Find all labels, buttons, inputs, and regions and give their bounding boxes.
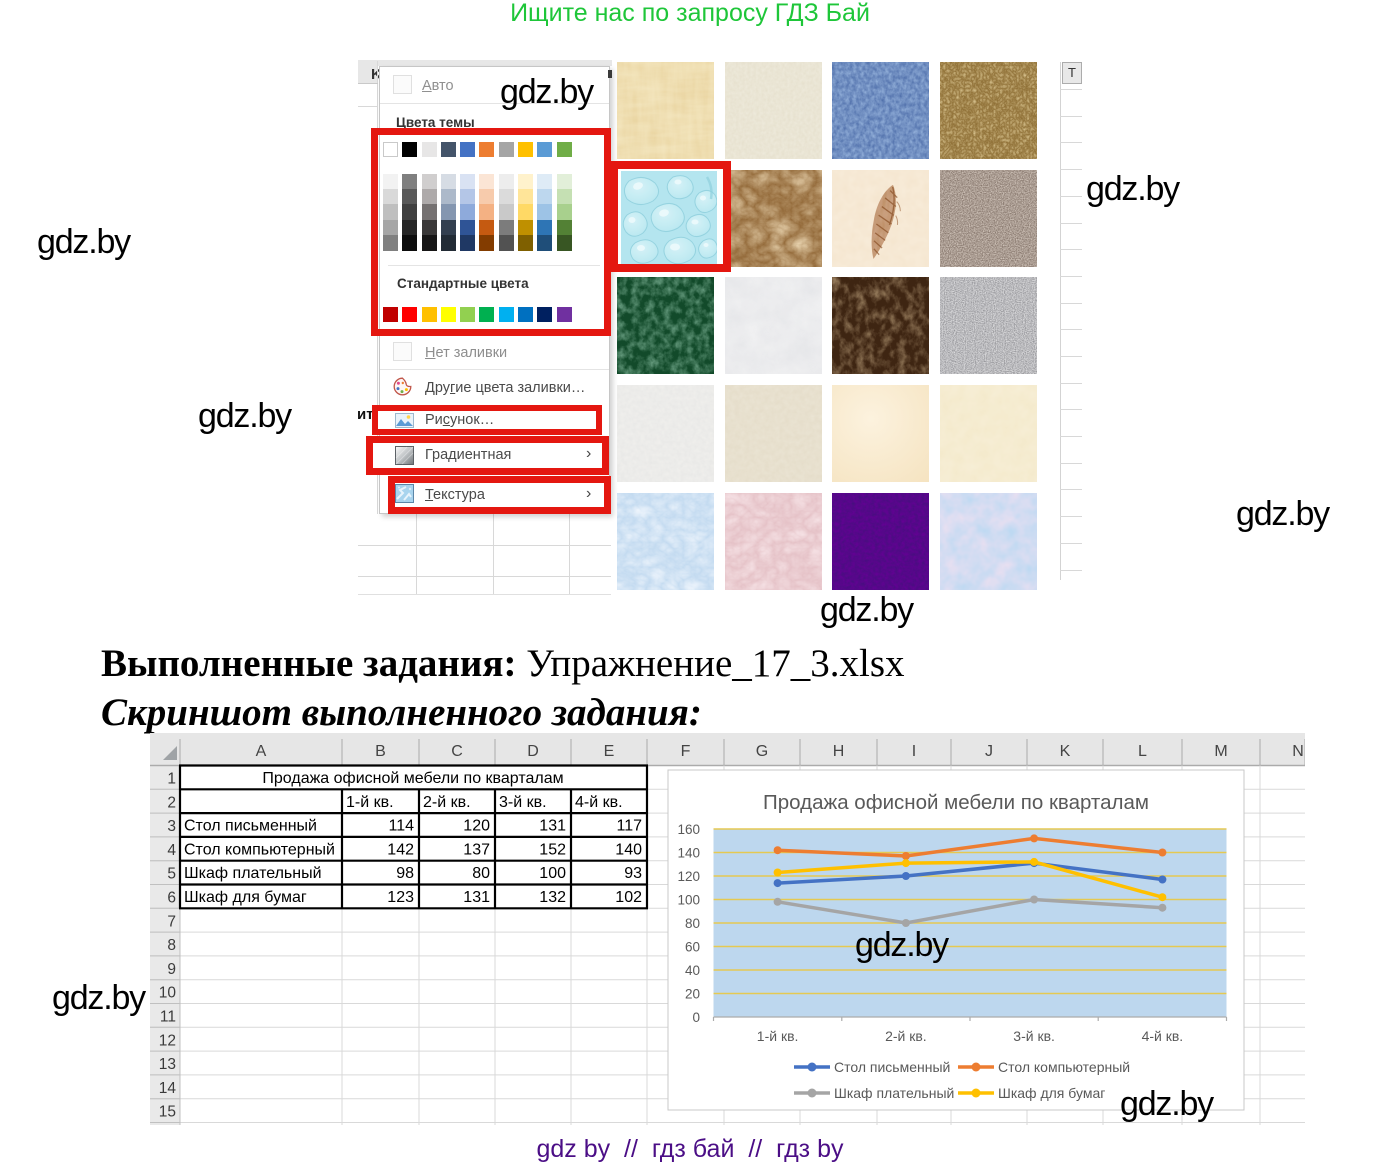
svg-text:N: N xyxy=(1292,743,1304,760)
svg-text:2-й кв.: 2-й кв. xyxy=(423,794,471,811)
svg-text:93: 93 xyxy=(624,865,642,882)
svg-text:L: L xyxy=(1138,743,1147,760)
svg-text:102: 102 xyxy=(615,889,642,906)
svg-text:4: 4 xyxy=(167,842,176,859)
svg-text:100: 100 xyxy=(539,865,566,882)
svg-text:1-й кв.: 1-й кв. xyxy=(757,1028,799,1044)
svg-text:1: 1 xyxy=(167,771,176,788)
svg-text:40: 40 xyxy=(685,963,700,978)
svg-text:12: 12 xyxy=(159,1032,176,1049)
svg-text:J: J xyxy=(985,743,993,760)
svg-text:0: 0 xyxy=(692,1010,700,1025)
svg-text:3-й кв.: 3-й кв. xyxy=(1013,1028,1055,1044)
svg-text:I: I xyxy=(912,743,916,760)
svg-text:4-й кв.: 4-й кв. xyxy=(575,794,623,811)
svg-text:Шкаф плательный: Шкаф плательный xyxy=(184,865,322,882)
svg-text:131: 131 xyxy=(463,889,490,906)
svg-text:Продажа офисной мебели по квар: Продажа офисной мебели по кварталам xyxy=(262,770,563,787)
svg-text:Шкаф плательный: Шкаф плательный xyxy=(834,1085,954,1101)
svg-text:8: 8 xyxy=(167,937,176,954)
svg-text:3-й кв.: 3-й кв. xyxy=(499,794,547,811)
svg-text:2-й кв.: 2-й кв. xyxy=(885,1028,927,1044)
svg-text:132: 132 xyxy=(539,889,566,906)
svg-text:E: E xyxy=(604,743,615,760)
svg-text:123: 123 xyxy=(387,889,414,906)
svg-text:13: 13 xyxy=(159,1056,176,1073)
svg-text:Стол компьютерный: Стол компьютерный xyxy=(998,1059,1130,1075)
svg-text:137: 137 xyxy=(463,841,490,858)
svg-text:20: 20 xyxy=(685,987,700,1002)
svg-text:120: 120 xyxy=(677,869,700,884)
svg-text:Стол письменный: Стол письменный xyxy=(834,1059,950,1075)
svg-text:60: 60 xyxy=(685,940,700,955)
svg-text:100: 100 xyxy=(677,893,700,908)
svg-text:152: 152 xyxy=(539,841,566,858)
svg-text:A: A xyxy=(256,743,267,760)
svg-text:9: 9 xyxy=(167,961,176,978)
svg-text:80: 80 xyxy=(685,916,700,931)
svg-text:114: 114 xyxy=(388,818,414,835)
svg-text:15: 15 xyxy=(159,1104,176,1121)
svg-text:H: H xyxy=(833,743,845,760)
svg-text:117: 117 xyxy=(616,818,642,835)
svg-text:131: 131 xyxy=(539,818,566,835)
svg-text:G: G xyxy=(756,743,768,760)
svg-text:1-й кв.: 1-й кв. xyxy=(346,794,394,811)
svg-text:Стол письменный: Стол письменный xyxy=(184,818,317,835)
svg-text:F: F xyxy=(681,743,691,760)
svg-text:14: 14 xyxy=(159,1080,177,1097)
svg-text:160: 160 xyxy=(677,822,700,837)
svg-text:10: 10 xyxy=(159,985,177,1002)
svg-text:5: 5 xyxy=(167,866,176,883)
svg-text:D: D xyxy=(527,743,539,760)
svg-text:6: 6 xyxy=(167,890,176,907)
svg-text:140: 140 xyxy=(677,846,700,861)
svg-text:Шкаф для бумаг: Шкаф для бумаг xyxy=(998,1085,1105,1101)
svg-text:142: 142 xyxy=(387,841,414,858)
svg-text:Шкаф для бумаг: Шкаф для бумаг xyxy=(184,889,307,906)
svg-text:Стол компьютерный: Стол компьютерный xyxy=(184,841,335,858)
svg-text:11: 11 xyxy=(160,1009,176,1026)
svg-text:140: 140 xyxy=(615,841,642,858)
svg-text:Продажа офисной мебели по квар: Продажа офисной мебели по кварталам xyxy=(763,791,1149,814)
svg-text:M: M xyxy=(1214,743,1227,760)
svg-text:4-й кв.: 4-й кв. xyxy=(1142,1028,1184,1044)
svg-text:80: 80 xyxy=(472,865,490,882)
svg-text:2: 2 xyxy=(167,794,176,811)
svg-text:120: 120 xyxy=(463,818,490,835)
svg-text:B: B xyxy=(375,743,386,760)
svg-text:K: K xyxy=(1060,743,1071,760)
svg-text:3: 3 xyxy=(167,818,176,835)
svg-text:98: 98 xyxy=(396,865,414,882)
svg-text:C: C xyxy=(451,743,463,760)
svg-text:7: 7 xyxy=(167,913,176,930)
